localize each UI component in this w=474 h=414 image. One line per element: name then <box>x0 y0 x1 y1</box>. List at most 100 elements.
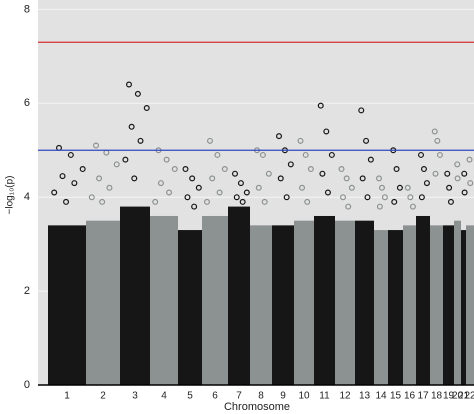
snp-point <box>128 123 135 130</box>
snp-point <box>221 166 228 173</box>
snp-point <box>461 170 468 177</box>
snp-point <box>418 194 425 201</box>
x-tick-label: 8 <box>258 391 264 402</box>
snp-point <box>431 128 438 135</box>
snp-bulk <box>335 220 355 385</box>
snp-point <box>432 170 439 177</box>
snp-point <box>378 184 385 191</box>
snp-bulk <box>48 225 86 385</box>
snp-point <box>317 102 324 109</box>
snp-point <box>71 180 78 187</box>
x-tick-label: 5 <box>187 391 193 402</box>
snp-point <box>418 151 425 158</box>
snp-point <box>359 175 366 182</box>
snp-point <box>134 90 141 97</box>
y-tick-label: 6 <box>24 97 30 109</box>
x-axis-label: Chromosome <box>224 401 290 413</box>
snp-bulk <box>120 206 150 385</box>
snp-point <box>122 156 129 163</box>
snp-bulk <box>454 220 461 385</box>
snp-bulk <box>272 225 294 385</box>
snp-point <box>232 170 239 177</box>
snp-point <box>454 161 461 168</box>
snp-point <box>239 198 246 205</box>
snp-point <box>393 166 400 173</box>
snp-point <box>265 170 272 177</box>
snp-point <box>209 175 216 182</box>
snp-point <box>340 194 347 201</box>
snp-bulk <box>388 230 403 385</box>
snp-bulk <box>403 225 416 385</box>
snp-point <box>51 189 58 196</box>
snp-bulk <box>202 215 228 385</box>
snp-point <box>131 175 138 182</box>
snp-point <box>143 104 150 111</box>
snp-point <box>191 203 198 210</box>
snp-point <box>363 137 370 144</box>
snp-point <box>99 198 106 205</box>
snp-point <box>467 180 474 187</box>
snp-point <box>364 194 371 201</box>
snp-bulk <box>314 215 335 385</box>
snp-point <box>324 189 331 196</box>
snp-bulk <box>466 225 474 385</box>
x-tick-label: 14 <box>375 391 387 402</box>
snp-point <box>283 194 290 201</box>
x-tick-label: 3 <box>132 391 138 402</box>
snp-point <box>391 198 398 205</box>
snp-point <box>214 151 221 158</box>
snp-point <box>261 198 268 205</box>
snp-point <box>79 166 86 173</box>
snp-point <box>216 189 223 196</box>
snp-point <box>343 175 350 182</box>
snp-point <box>307 166 314 173</box>
snp-point <box>207 137 214 144</box>
snp-point <box>323 128 330 135</box>
snp-point <box>125 81 132 88</box>
x-tick-label: 12 <box>339 391 351 402</box>
snp-point <box>447 198 454 205</box>
x-tick-label: 9 <box>280 391 286 402</box>
snp-point <box>338 166 345 173</box>
snp-point <box>67 151 74 158</box>
snp-point <box>182 166 189 173</box>
snp-point <box>157 180 164 187</box>
x-tick-label: 4 <box>161 391 167 402</box>
snp-point <box>358 107 365 114</box>
snp-point <box>381 194 388 201</box>
snp-point <box>304 198 311 205</box>
snp-point <box>348 184 355 191</box>
y-axis-label: −log₁₀(p) <box>5 176 16 215</box>
x-tick-label: 20 <box>452 391 464 402</box>
x-tick-label: 10 <box>298 391 310 402</box>
snp-point <box>404 184 411 191</box>
snp-bulk <box>250 225 272 385</box>
snp-point <box>319 170 326 177</box>
snp-point <box>184 194 191 201</box>
snp-point <box>297 137 304 144</box>
snp-point <box>259 151 266 158</box>
snp-point <box>233 194 240 201</box>
x-tick-label: 15 <box>390 391 402 402</box>
snp-point <box>287 161 294 168</box>
snp-point <box>407 194 414 201</box>
snp-point <box>436 151 443 158</box>
snp-point <box>204 198 211 205</box>
snp-point <box>92 142 99 149</box>
snp-point <box>302 151 309 158</box>
y-tick-label: 8 <box>24 3 30 15</box>
snp-point <box>409 203 416 210</box>
x-tick-label: 6 <box>212 391 218 402</box>
snp-point <box>376 203 383 210</box>
snp-bulk <box>150 215 178 385</box>
snp-point <box>367 156 374 163</box>
x-tick-label: 19 <box>443 391 455 402</box>
snp-point <box>171 166 178 173</box>
snp-point <box>376 175 383 182</box>
x-tick-label: 22 <box>464 391 474 402</box>
snp-point <box>434 137 441 144</box>
snp-point <box>237 180 244 187</box>
snp-point <box>96 175 103 182</box>
snp-point <box>328 151 335 158</box>
